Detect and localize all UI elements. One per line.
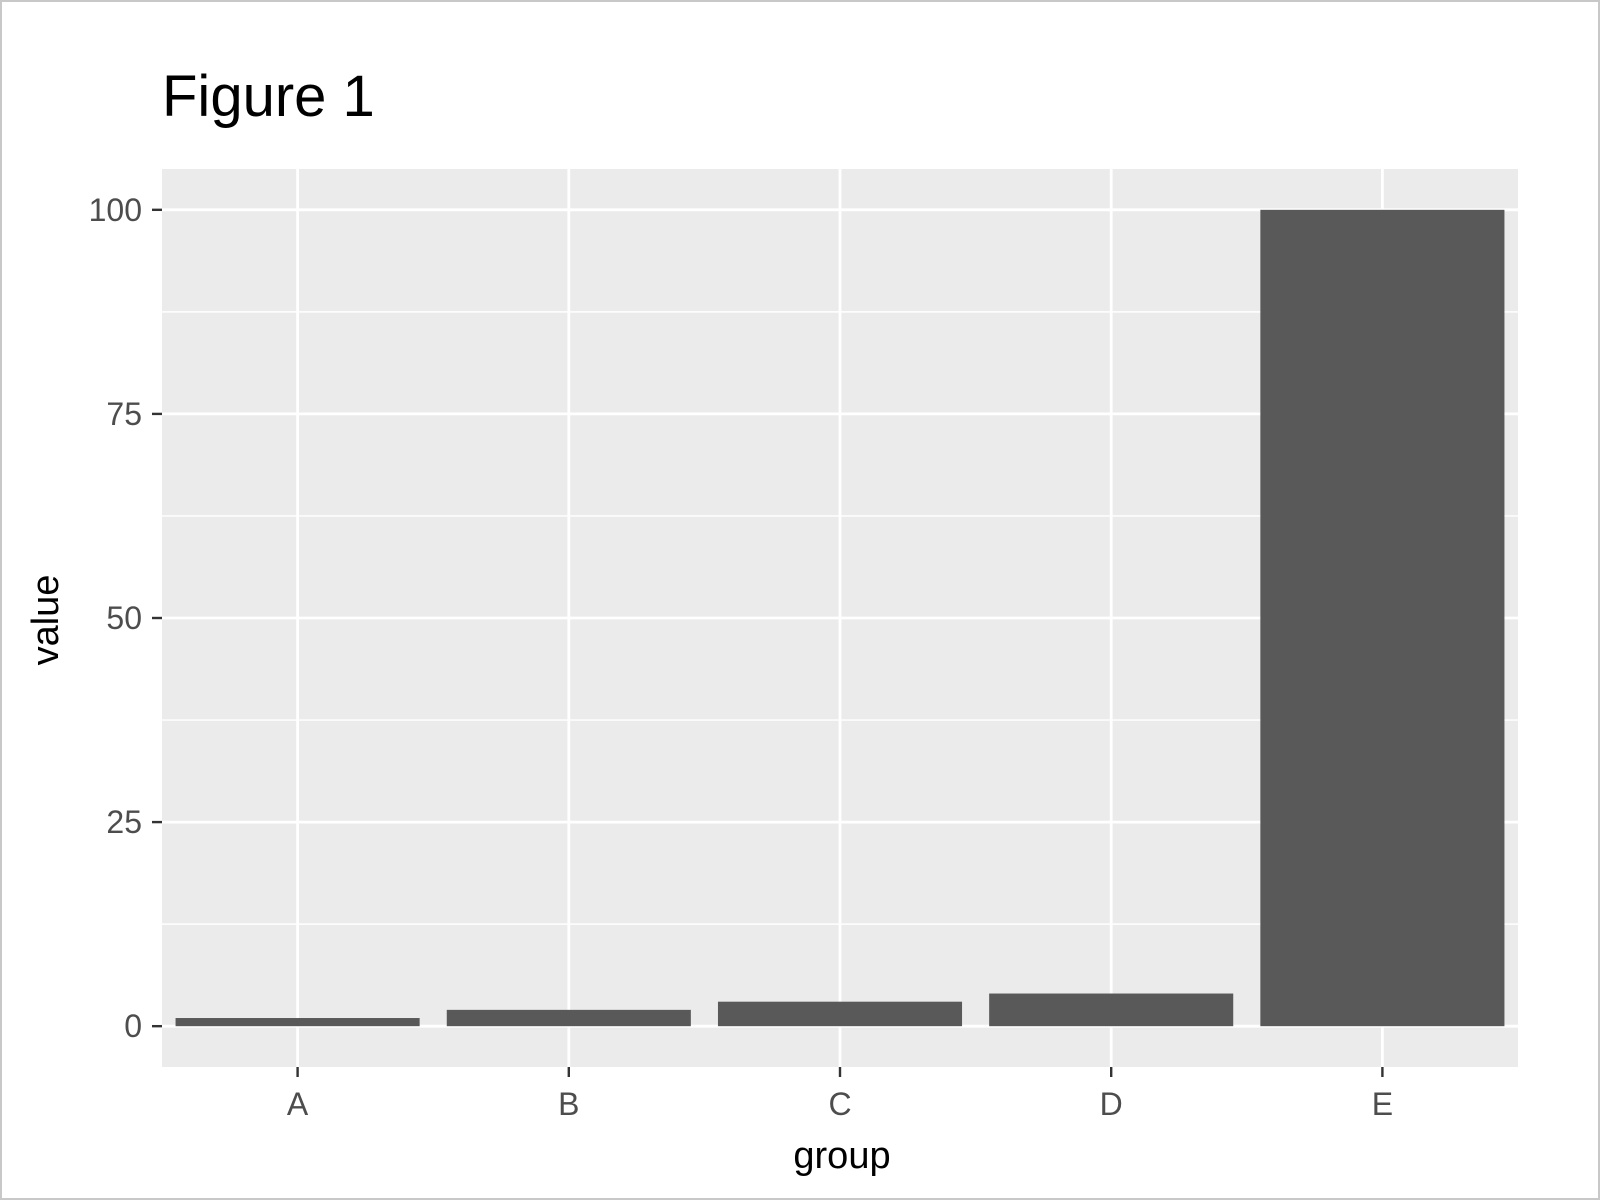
x-tick-label: C <box>828 1086 851 1122</box>
y-tick-label: 0 <box>124 1008 142 1044</box>
y-axis: 0 25 50 75 100 <box>89 192 162 1044</box>
y-tick-label: 25 <box>106 804 142 840</box>
y-tick-label: 100 <box>89 192 142 228</box>
x-tick-label: B <box>558 1086 579 1122</box>
x-tick-label: E <box>1372 1086 1393 1122</box>
y-axis-title: value <box>25 575 67 666</box>
bar-D <box>989 993 1234 1027</box>
bar-E <box>1260 209 1505 1027</box>
x-axis-title: group <box>793 1135 890 1177</box>
y-tick-label: 50 <box>106 600 142 636</box>
chart-title: Figure 1 <box>162 64 375 129</box>
x-tick-label: D <box>1100 1086 1123 1122</box>
x-axis: A B C D E <box>287 1067 1393 1122</box>
x-tick-label: A <box>287 1086 309 1122</box>
bars <box>175 209 1505 1027</box>
y-tick-label: 75 <box>106 396 142 432</box>
bar-C <box>717 1001 963 1027</box>
bar-A <box>175 1018 420 1027</box>
bar-B <box>446 1009 691 1027</box>
